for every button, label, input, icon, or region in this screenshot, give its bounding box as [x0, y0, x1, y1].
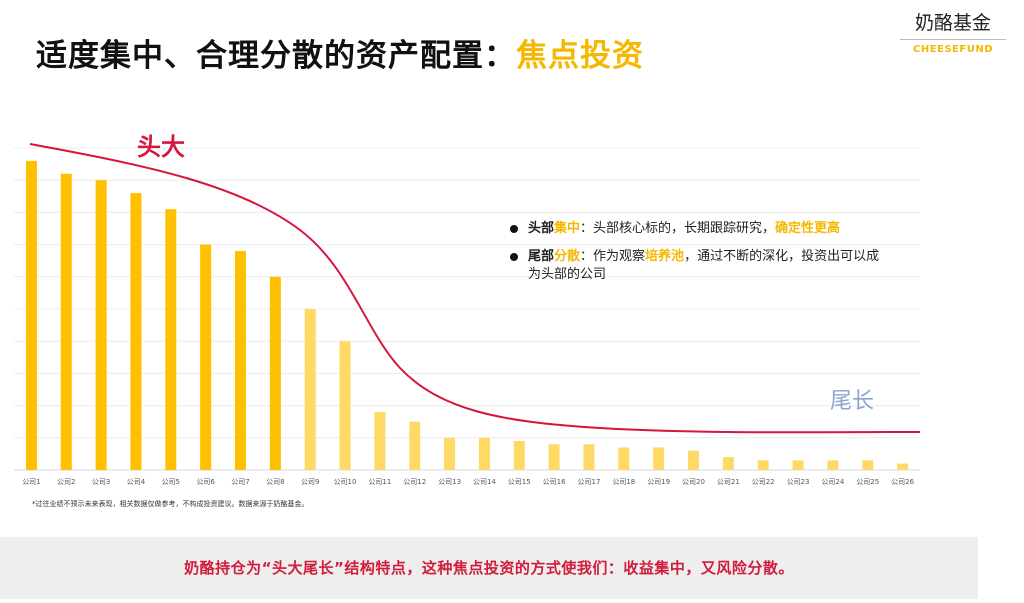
- title-highlight: 焦点投资: [516, 38, 644, 74]
- x-tick-label: 公司13: [438, 478, 461, 486]
- brand-name-en: CHEESEFUND: [912, 44, 994, 55]
- title-main: 适度集中、合理分散的资产配置：: [36, 38, 516, 74]
- x-tick-label: 公司20: [682, 478, 705, 486]
- long-tail-curve: [29, 143, 921, 434]
- bar-21: [722, 457, 734, 470]
- note-head-label: 头部: [528, 221, 555, 236]
- note-head-concentration: 头部集中：头部核心标的，长期跟踪研究，确定性更高: [510, 220, 890, 238]
- bar-8: [269, 276, 281, 470]
- brand-name-cn: 奶酪基金: [914, 12, 991, 34]
- note-tail-keyword: 分散: [554, 249, 581, 264]
- bar-13: [444, 437, 456, 470]
- note-head-emphasis: 确定性更高: [775, 221, 841, 236]
- bar-19: [653, 447, 665, 470]
- bar-22: [757, 460, 769, 470]
- bullet-icon: [510, 225, 518, 233]
- note-tail-text-end: ，通过不断的深化，投资出可以成为头部的公司: [528, 249, 880, 282]
- head-label: 头大: [137, 133, 185, 161]
- x-tick-label: 公司23: [787, 478, 810, 486]
- bar-18: [618, 447, 630, 470]
- x-tick-label: 公司4: [127, 478, 146, 486]
- bar-9: [304, 309, 316, 470]
- bar-2: [60, 173, 72, 470]
- x-tick-label: 公司7: [231, 478, 249, 486]
- bar-26: [897, 463, 909, 470]
- x-tick-label: 公司11: [368, 478, 391, 486]
- x-tick-label: 公司2: [57, 478, 75, 486]
- x-tick-label: 公司10: [334, 478, 357, 486]
- bar-5: [165, 209, 177, 470]
- bar-20: [688, 450, 699, 470]
- footer-banner: 奶酪持仓为“头大尾长”结构特点，这种焦点投资的方式使我们：收益集中，又风险分散。: [0, 537, 978, 599]
- x-tick-label: 公司24: [821, 478, 844, 486]
- bar-6: [200, 244, 212, 470]
- x-tick-label: 公司14: [473, 478, 496, 486]
- x-tick-label: 公司15: [508, 478, 531, 486]
- bar-12: [409, 421, 421, 470]
- bar-23: [792, 460, 804, 470]
- brand-logo: 奶酪基金 CHEESEFUND: [900, 8, 1006, 55]
- x-tick-label: 公司21: [717, 478, 740, 486]
- bar-14: [478, 437, 490, 470]
- note-tail-label: 尾部: [528, 249, 555, 264]
- x-tick-label: 公司8: [266, 478, 284, 486]
- bar-10: [339, 341, 351, 470]
- footer-text: 奶酪持仓为“头大尾长”结构特点，这种焦点投资的方式使我们：收益集中，又风险分散。: [184, 559, 794, 577]
- x-tick-label: 公司19: [647, 478, 670, 486]
- x-tick-label: 公司26: [891, 478, 914, 486]
- x-tick-label: 公司12: [403, 478, 426, 486]
- x-tick-label: 公司25: [856, 478, 879, 486]
- bar-15: [513, 441, 525, 470]
- disclaimer: *过往业绩不预示未来表现，相关数据仅做参考，不构成投资建议。数据来源于奶酪基金。: [32, 500, 309, 508]
- x-tick-label: 公司3: [92, 478, 110, 486]
- x-tick-label: 公司6: [196, 478, 215, 486]
- bar-11: [374, 412, 386, 470]
- bar-1: [25, 160, 37, 470]
- x-tick-label: 公司16: [543, 478, 566, 486]
- x-tick-label: 公司9: [301, 478, 319, 486]
- x-tick-label: 公司22: [752, 478, 775, 486]
- bar-24: [827, 460, 839, 470]
- tail-label: 尾长: [830, 389, 874, 414]
- note-tail-emphasis: 培养池: [645, 249, 685, 264]
- note-head-text: ：头部核心标的，长期跟踪研究，: [580, 221, 776, 236]
- concentration-bar-chart: 公司1 公司2 公司3 公司4 公司5 公司6 公司7 公司8 公司9 公司10 公司11 公司12 公…: [14, 133, 921, 486]
- brand-divider: [900, 39, 1006, 40]
- note-tail-text: ：作为观察: [580, 249, 646, 264]
- bar-25: [862, 460, 874, 470]
- note-head-keyword: 集中: [554, 221, 581, 236]
- x-tick-label: 公司5: [162, 478, 180, 486]
- x-tick-label: 公司17: [578, 478, 601, 486]
- x-tick-label: 公司18: [612, 478, 635, 486]
- bar-3: [95, 180, 107, 470]
- page-title: 适度集中、合理分散的资产配置：焦点投资: [36, 30, 644, 75]
- bar-16: [548, 444, 560, 470]
- x-tick-label: 公司1: [22, 478, 40, 486]
- bullet-icon: [510, 253, 518, 261]
- bar-4: [130, 193, 142, 470]
- bar-7: [235, 251, 246, 470]
- bar-17: [583, 444, 595, 470]
- note-tail-diversification: 尾部分散：作为观察培养池，通过不断的深化，投资出可以成为头部的公司: [510, 248, 890, 284]
- notes-list: 头部集中：头部核心标的，长期跟踪研究，确定性更高 尾部分散：作为观察培养池，通过…: [510, 220, 890, 294]
